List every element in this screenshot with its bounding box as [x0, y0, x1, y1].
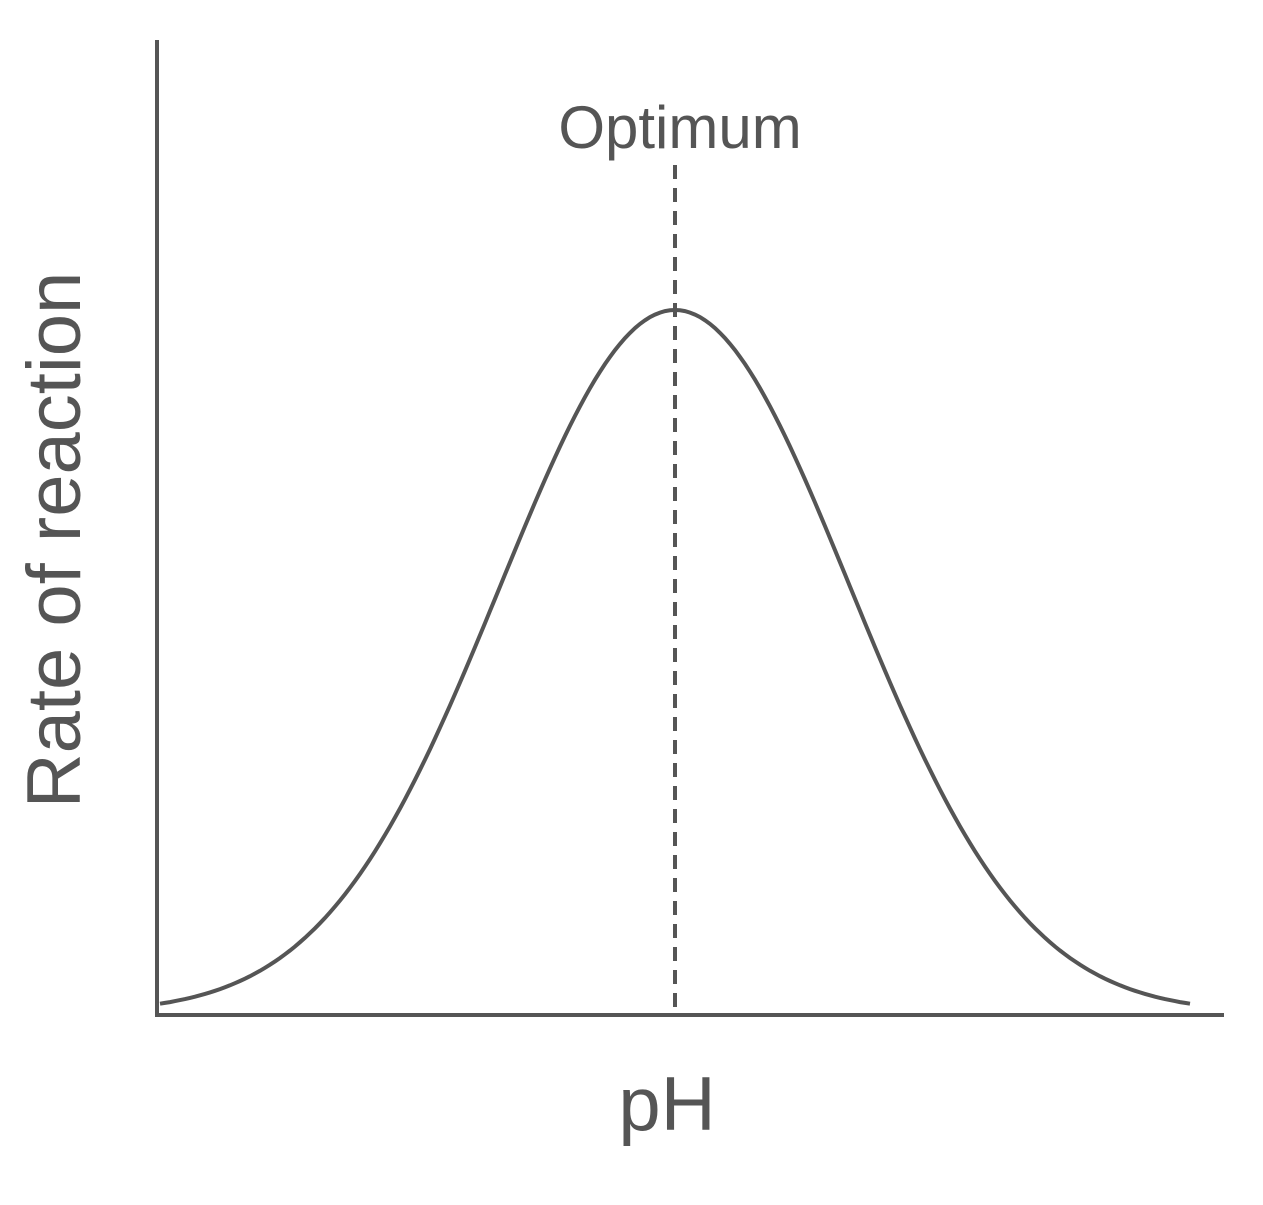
optimum-label: Optimum [558, 94, 801, 161]
y-axis-label: Rate of reaction [12, 272, 97, 809]
rate-curve [159, 307, 1191, 1006]
x-axis-label: pH [618, 1062, 715, 1147]
